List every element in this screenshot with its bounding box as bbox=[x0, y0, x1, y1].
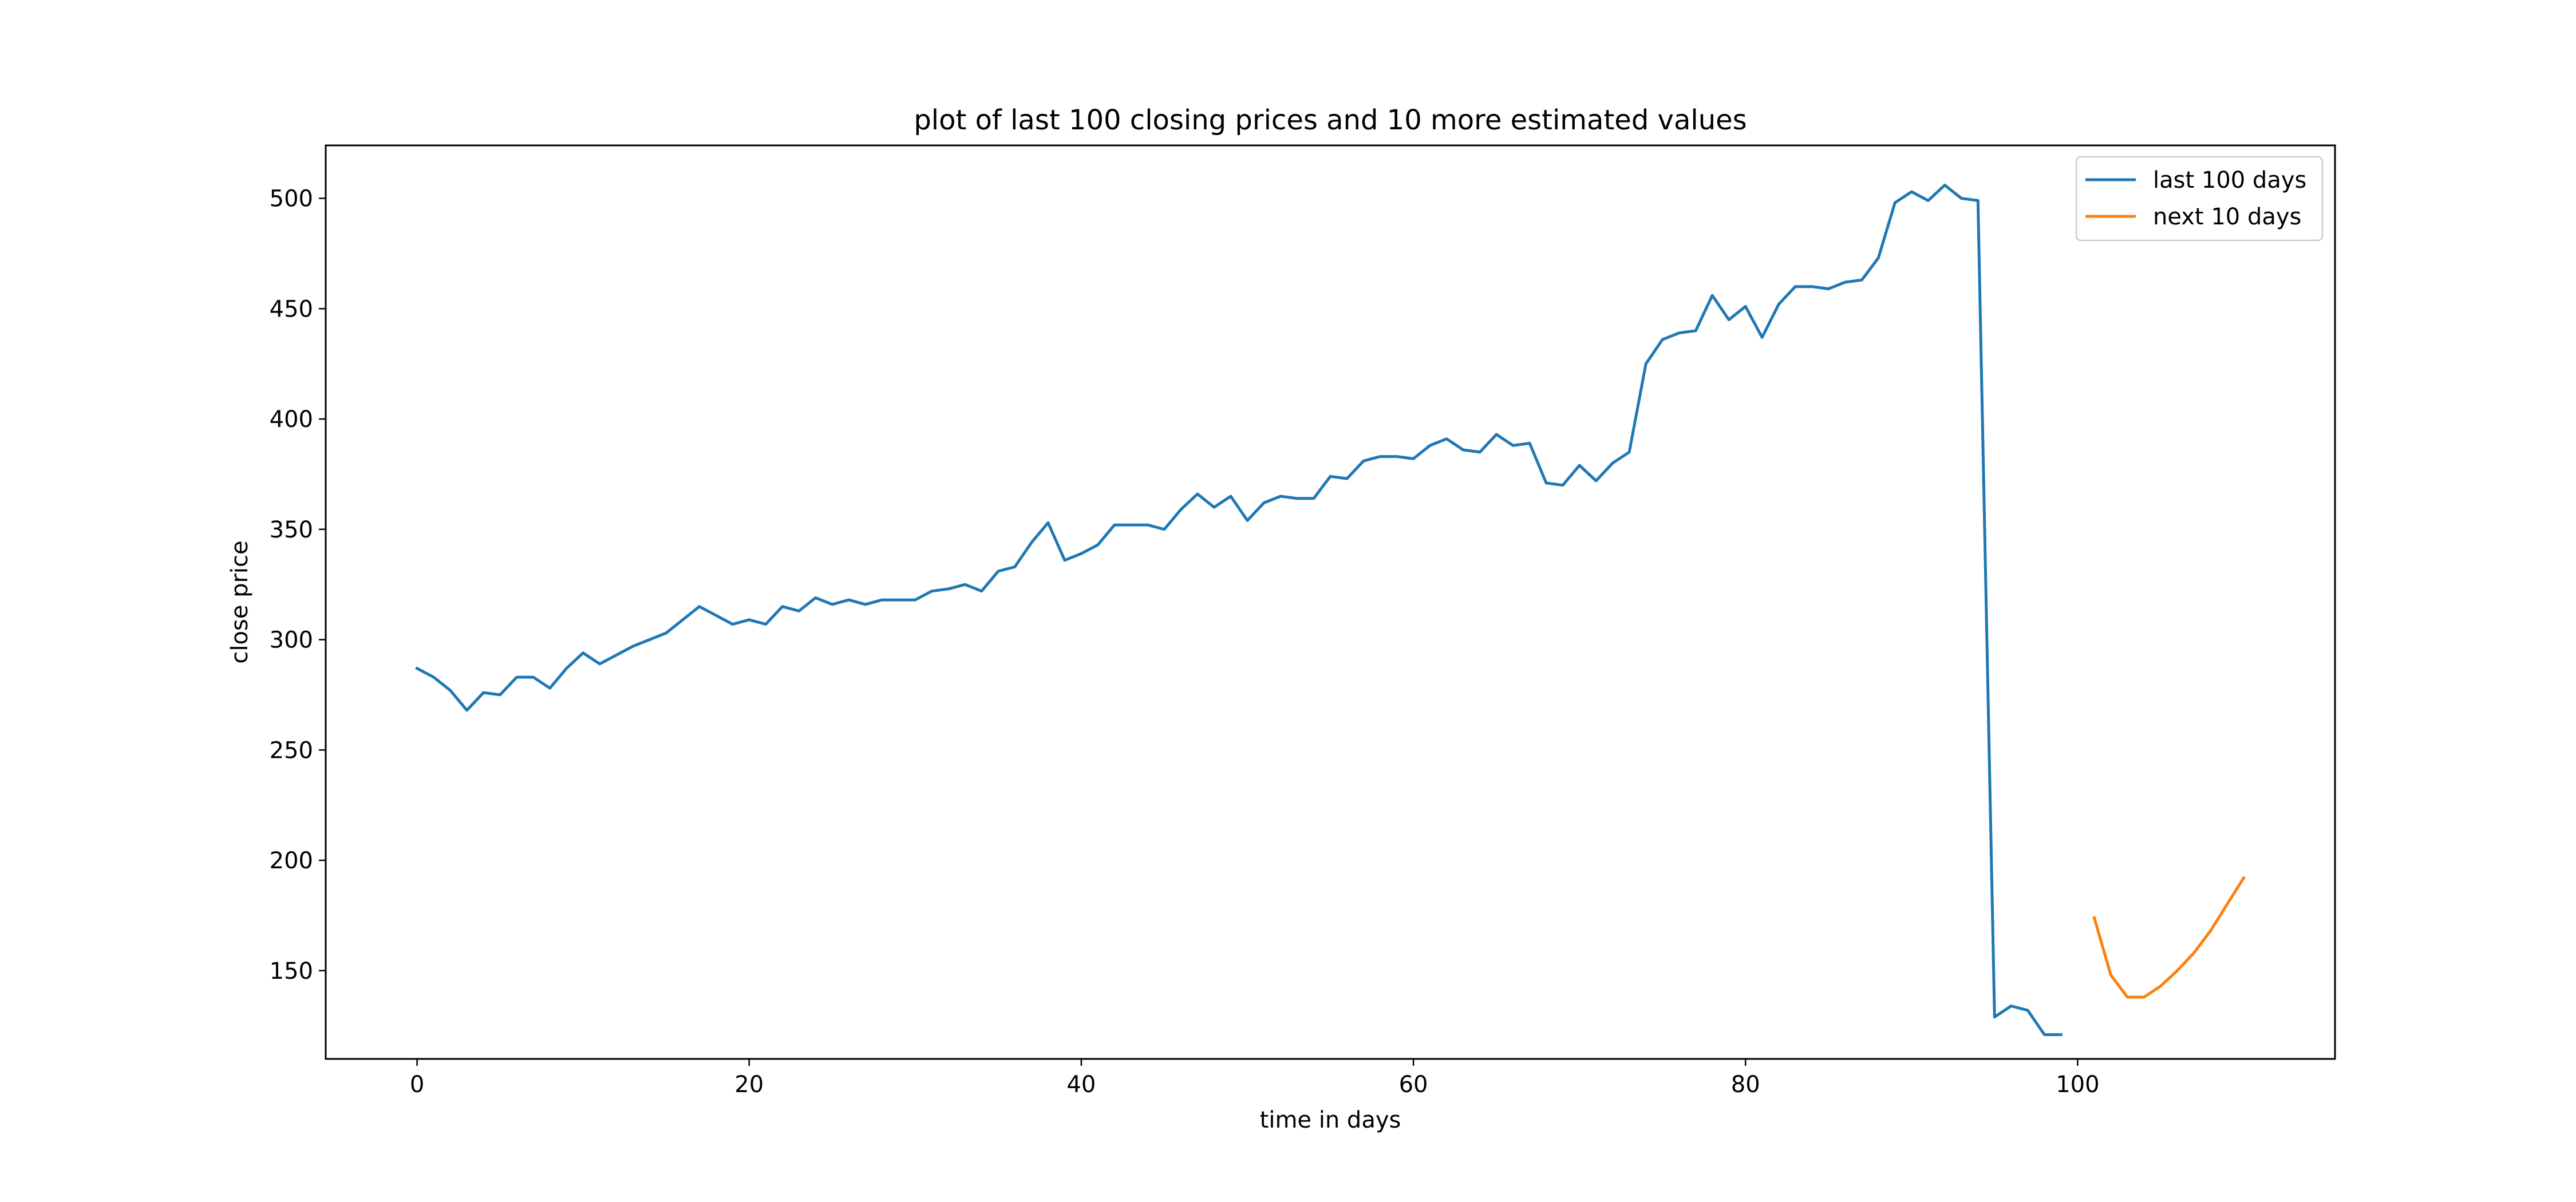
y-tick-label: 450 bbox=[270, 296, 313, 322]
chart-title: plot of last 100 closing prices and 10 m… bbox=[914, 104, 1747, 136]
y-tick-label: 150 bbox=[270, 958, 313, 984]
series-line-2 bbox=[2092, 876, 2246, 999]
y-tick-label: 300 bbox=[270, 627, 313, 654]
x-tick-label: 80 bbox=[1731, 1071, 1760, 1098]
legend-box bbox=[2075, 156, 2324, 242]
x-tick-label: 40 bbox=[1066, 1071, 1096, 1098]
x-tick-label: 0 bbox=[410, 1071, 424, 1098]
x-axis-label: time in days bbox=[1260, 1107, 1401, 1133]
y-axis: 150 200 250 300 350 400 450 500 bbox=[270, 186, 326, 984]
y-tick-label: 350 bbox=[270, 517, 313, 543]
series-line-1 bbox=[415, 183, 2063, 1037]
x-tick-label: 20 bbox=[734, 1071, 764, 1098]
series-layer bbox=[415, 183, 2246, 1037]
y-tick-label: 250 bbox=[270, 737, 313, 764]
legend: last 100 days next 10 days bbox=[2075, 156, 2324, 242]
x-axis: 0 20 40 60 80 100 bbox=[410, 1059, 2100, 1098]
x-tick-label: 60 bbox=[1399, 1071, 1428, 1098]
y-axis-label: close price bbox=[227, 540, 253, 663]
y-tick-label: 400 bbox=[270, 406, 313, 433]
legend-label-2: next 10 days bbox=[2153, 204, 2301, 230]
plot-area-frame bbox=[325, 144, 2336, 1060]
x-tick-label: 100 bbox=[2056, 1071, 2099, 1098]
legend-label-1: last 100 days bbox=[2153, 167, 2306, 193]
y-tick-label: 200 bbox=[270, 848, 313, 874]
y-tick-label: 500 bbox=[270, 186, 313, 212]
